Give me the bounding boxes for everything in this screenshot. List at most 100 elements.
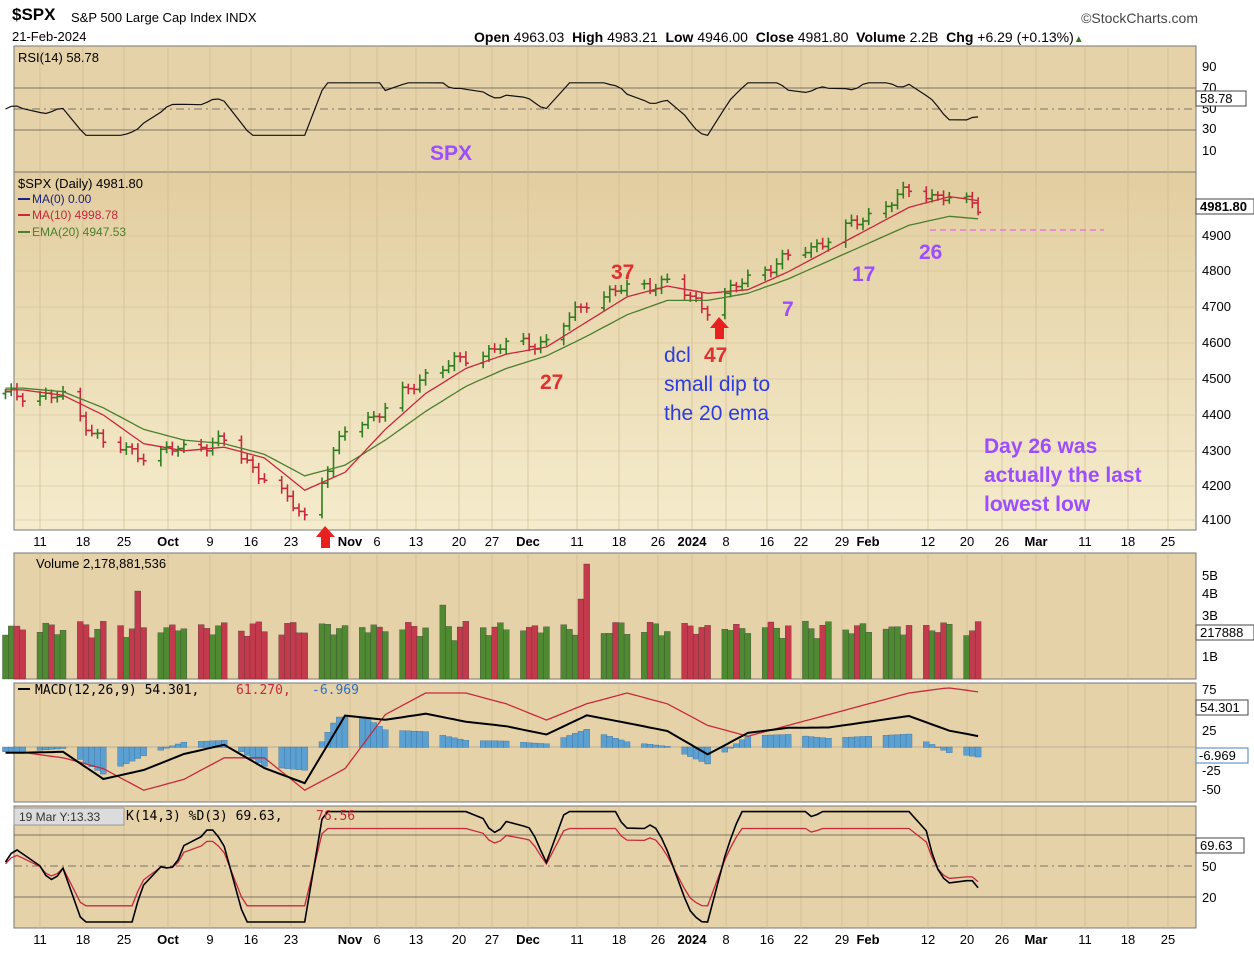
x-tick-label: Oct <box>157 534 179 549</box>
grid-lines <box>14 46 1196 928</box>
ma0-legend: MA(0) 0.00 <box>32 192 92 206</box>
price-legend-main: $SPX (Daily) 4981.80 <box>18 176 143 191</box>
macd-hist-bar <box>813 737 821 748</box>
macd-hist-bar <box>859 736 867 748</box>
volume-tick: 1B <box>1202 649 1218 664</box>
volume-bar <box>278 634 285 680</box>
macd-hist-bar <box>681 746 688 755</box>
x-tick-label: 20 <box>960 932 974 947</box>
volume-bar <box>324 624 331 680</box>
volume-bar <box>451 640 458 680</box>
macd-hist-bar <box>882 735 890 748</box>
macd-hist-bar <box>48 746 55 750</box>
x-tick-label: 20 <box>960 534 974 549</box>
volume-bar <box>197 624 205 680</box>
volume-bar <box>825 621 832 680</box>
macd-hist-bar <box>865 736 872 748</box>
stoch-value-tag: 69.63 <box>1195 837 1245 854</box>
stoch-axis: 50 20 <box>1202 859 1216 905</box>
macd-hist-bar <box>399 730 406 748</box>
volume-bar <box>77 621 84 680</box>
volume-bar <box>318 623 326 680</box>
volume-bar <box>928 630 936 680</box>
volume-bar <box>422 627 429 680</box>
volume-bar <box>687 625 694 680</box>
macd-hist-bar <box>174 743 182 748</box>
macd-hist-bar <box>295 746 303 770</box>
annotations: 37 27 47 7 17 26 dcl small dip to the 20… <box>540 241 1142 516</box>
x-tick-label: Dec <box>516 932 540 947</box>
x-tick-label: Oct <box>157 932 179 947</box>
volume-bar <box>54 634 61 680</box>
ohlc-summary: Open 4963.03 High 4983.21 Low 4946.00 Cl… <box>474 29 1084 45</box>
price-tick: 4200 <box>1202 478 1231 493</box>
x-tick-label: 12 <box>921 932 935 947</box>
x-tick-label: 18 <box>1121 534 1135 549</box>
exchange: INDX <box>225 10 257 25</box>
volume-bar <box>606 633 613 680</box>
macd-hist-bar <box>479 740 487 748</box>
volume-bar <box>785 625 792 680</box>
macd-signal-line <box>5 687 979 791</box>
brand-logo[interactable]: ©StockCharts.com <box>1081 10 1198 26</box>
volume-bar <box>854 625 861 680</box>
macd-value-tag-text: 54.301 <box>1200 700 1240 715</box>
price-bars <box>2 181 982 521</box>
volume-bar <box>117 625 124 680</box>
x-tick-label: 18 <box>612 534 626 549</box>
x-tick-label: 16 <box>760 932 774 947</box>
price-panel[interactable] <box>13 171 1197 531</box>
macd-hist-bar <box>82 746 90 764</box>
macd-hist-bar <box>451 737 458 748</box>
close-value: 4981.80 <box>797 29 849 45</box>
volume-bar <box>600 633 608 680</box>
x-tick-label: 11 <box>570 932 584 947</box>
ma10-legend: MA(10) 4998.78 <box>32 208 118 222</box>
volume-bar <box>623 634 631 680</box>
volume-bar <box>704 625 711 680</box>
price-tick: 4300 <box>1202 443 1231 458</box>
stoch-value-tag-text: 69.63 <box>1200 838 1233 853</box>
x-tick-label: 25 <box>117 932 131 947</box>
volume-bar <box>779 638 786 680</box>
volume-bar <box>773 627 780 680</box>
volume-bar <box>802 620 809 680</box>
label-17: 17 <box>852 263 875 286</box>
macd-hist-bar <box>928 744 936 748</box>
rsi-legend: RSI(14) 58.78 <box>18 50 99 65</box>
volume-bar <box>2 634 9 680</box>
volume-bar <box>123 637 130 680</box>
macd-hist-bar <box>687 746 694 757</box>
x-tick-label: 26 <box>651 932 665 947</box>
price-tick: 4400 <box>1202 407 1231 422</box>
volume-bar <box>88 637 95 680</box>
volume-bar <box>923 625 930 680</box>
x-tick-label: 25 <box>1161 932 1175 947</box>
price-axis: 4900 4800 4700 4600 4500 4400 4300 4200 … <box>1202 228 1231 527</box>
x-tick-label: 11 <box>33 932 47 947</box>
macd-hist-bar <box>2 746 9 752</box>
volume-bar <box>19 629 26 680</box>
macd-hist-bar <box>560 737 567 748</box>
volume-bar <box>577 598 585 680</box>
indicator-lines <box>4 82 979 923</box>
rsi-value-tag-text: 58.78 <box>1200 91 1233 106</box>
macd-hist-bar <box>203 740 211 748</box>
volume-bar <box>526 627 533 680</box>
rsi-tick: 90 <box>1202 59 1216 74</box>
macd-hist-bar <box>721 746 729 753</box>
macd-hist-bar <box>641 743 648 748</box>
stochastic-panel[interactable] <box>13 805 1197 929</box>
price-tick: 4100 <box>1202 512 1231 527</box>
volume-bar <box>244 635 251 680</box>
macd-hist-bar <box>13 746 21 752</box>
volume-bar <box>180 628 188 680</box>
volume-bar <box>36 632 44 680</box>
volume-bar <box>652 623 659 680</box>
note-dcl-line1: dcl <box>664 344 691 367</box>
rsi-panel[interactable] <box>13 45 1197 173</box>
macd-hist-bar <box>779 734 786 748</box>
volume-bar <box>882 628 890 680</box>
volume-bars <box>2 563 982 680</box>
